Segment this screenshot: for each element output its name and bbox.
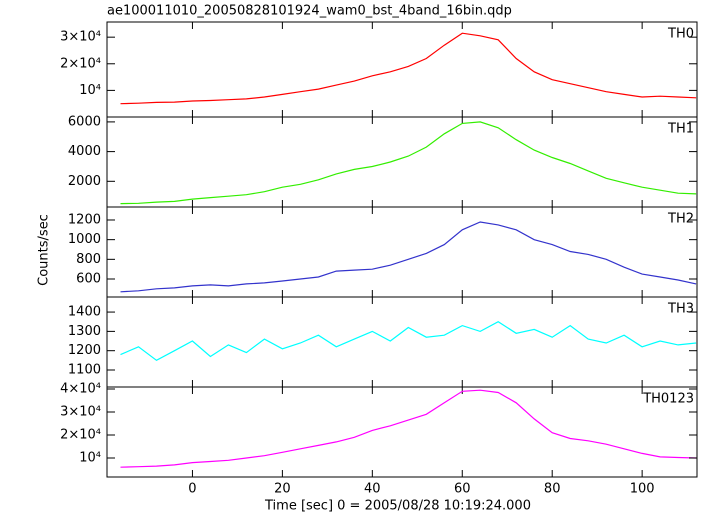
- panel-frame: [106, 21, 698, 118]
- panel-label: TH0: [667, 27, 694, 42]
- x-tick-label: 40: [364, 482, 381, 497]
- data-line: [120, 221, 697, 293]
- y-tick-label: 4000: [68, 144, 101, 159]
- data-line: [120, 389, 697, 468]
- x-tick-label: 0: [188, 482, 196, 497]
- x-tick-label: 20: [274, 482, 291, 497]
- y-tick-label: 2×10⁴: [60, 56, 101, 71]
- panel-label: TH1: [667, 122, 694, 137]
- y-tick-label: 800: [76, 252, 101, 267]
- x-tick-label: 100: [630, 482, 655, 497]
- y-tick-label: 2000: [68, 174, 101, 189]
- x-axis-label: Time [sec] 0 = 2005/08/28 10:19:24.000: [264, 499, 531, 514]
- y-tick-label: 1200: [68, 212, 101, 227]
- y-tick-label: 600: [76, 272, 101, 287]
- y-tick-label: 1200: [68, 343, 101, 358]
- y-tick-label: 3×10⁴: [60, 405, 101, 420]
- panel-label: TH0123: [642, 392, 694, 407]
- panel-frame: [106, 386, 698, 478]
- y-tick-label: 10⁴: [79, 451, 101, 466]
- chart-title: ae100011010_20050828101924_wam0_bst_4ban…: [107, 4, 512, 19]
- panel-frame: [106, 206, 698, 298]
- y-tick-label: 6000: [68, 114, 101, 129]
- panel-frame: [106, 116, 698, 208]
- panel-label: TH3: [667, 302, 694, 317]
- y-tick-label: 1400: [68, 305, 101, 320]
- y-axis-label: Counts/sec: [37, 214, 52, 286]
- x-tick-label: 60: [454, 482, 471, 497]
- x-tick-label: 80: [544, 482, 561, 497]
- y-tick-label: 1100: [68, 363, 101, 378]
- y-tick-label: 1300: [68, 324, 101, 339]
- data-line: [120, 121, 697, 205]
- panel-label: TH2: [667, 212, 694, 227]
- data-line: [120, 32, 697, 105]
- y-tick-label: 3×10⁴: [60, 30, 101, 45]
- y-tick-label: 10⁴: [79, 83, 101, 98]
- y-tick-label: 2×10⁴: [60, 428, 101, 443]
- y-tick-label: 4×10⁴: [60, 382, 101, 397]
- data-line: [120, 321, 697, 362]
- y-tick-label: 1000: [68, 232, 101, 247]
